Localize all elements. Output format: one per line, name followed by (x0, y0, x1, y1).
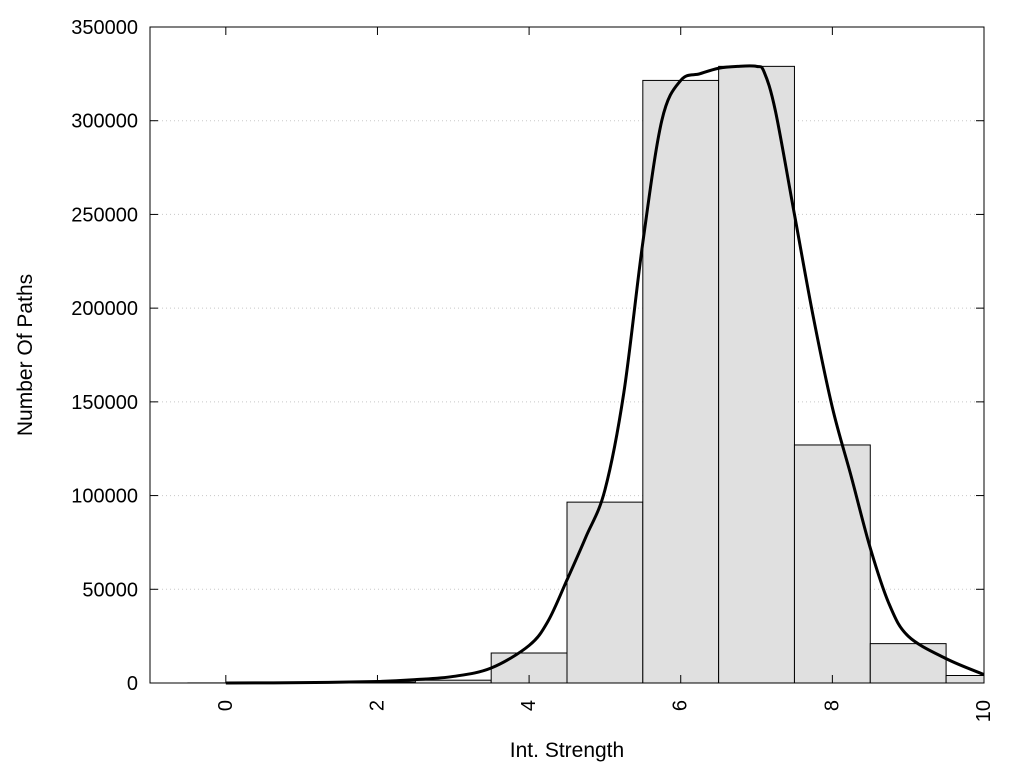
fit-curve (225, 64, 985, 685)
histogram-bar (566, 501, 644, 684)
y-tick-label: 150000 (71, 392, 138, 414)
axis-ticks: 0 50000 100000 150000 200000 250000 300000 3500… (71, 17, 995, 722)
histogram-bar (642, 79, 720, 684)
x-tick-label: 0 (215, 700, 237, 711)
y-tick-label: 250000 (71, 204, 138, 226)
x-tick-label: 4 (518, 700, 540, 711)
y-axis-title: Number Of Paths (14, 274, 37, 436)
histogram-bar (945, 675, 985, 684)
histogram-bars (187, 65, 985, 684)
histogram-bar (869, 643, 947, 684)
x-tick-label: 10 (973, 700, 995, 722)
histogram-bar (718, 65, 795, 684)
y-tick-label: 200000 (71, 298, 138, 320)
y-tick-label: 50000 (82, 579, 138, 601)
x-tick-label: 6 (670, 700, 692, 711)
x-axis-title: Int. Strength (510, 739, 624, 762)
histogram-bar (793, 444, 871, 684)
y-tick-label: 0 (127, 673, 138, 695)
plot-frame (149, 26, 985, 684)
y-tick-label: 300000 (71, 111, 138, 133)
y-tick-label: 350000 (71, 17, 138, 39)
x-tick-label: 2 (366, 700, 388, 711)
y-tick-label: 100000 (71, 486, 138, 508)
fit-curve-line (225, 64, 985, 685)
x-tick-label: 8 (821, 700, 843, 711)
